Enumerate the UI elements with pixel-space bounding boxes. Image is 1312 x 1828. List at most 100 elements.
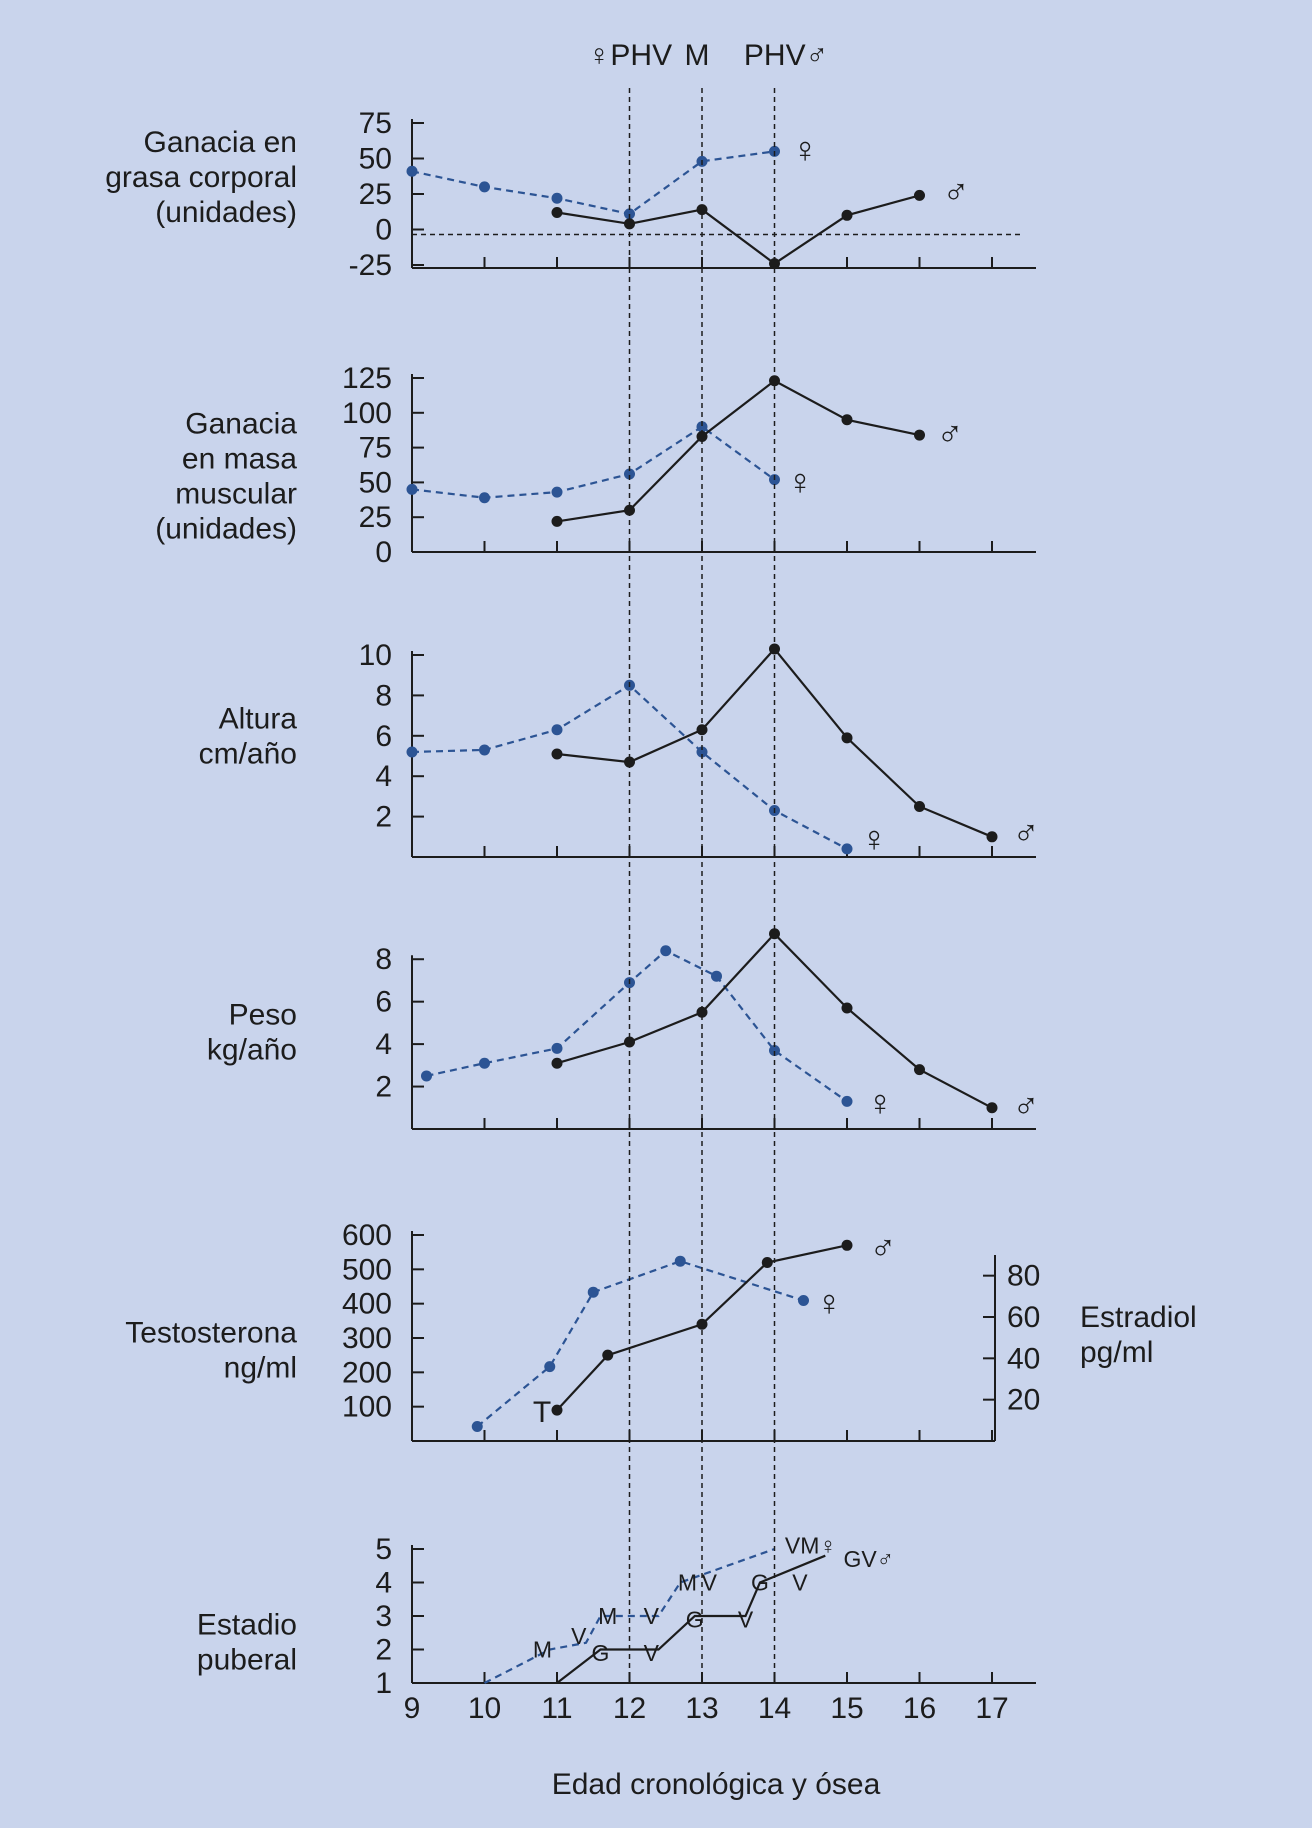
y-tick-label: 4: [375, 1028, 392, 1061]
female-symbol-label: ♀: [816, 1282, 843, 1323]
female-data-point: [674, 1255, 686, 1267]
female-data-point: [551, 1042, 563, 1054]
male-data-point: [551, 748, 563, 760]
male-data-point: [914, 429, 925, 441]
female-symbol-label: ♀: [861, 818, 888, 859]
x-tick-label: 12: [613, 1692, 646, 1725]
y-tick-label: 10: [359, 639, 392, 672]
y-tick-label: 100: [342, 1391, 392, 1424]
female-data-point: [406, 165, 418, 177]
y-axis-label-line: Peso: [229, 999, 297, 1032]
y-axis-label-line: Ganacia: [185, 408, 297, 441]
female-data-point: [624, 208, 635, 220]
male-data-point: [602, 1349, 614, 1361]
female-data-point: [479, 492, 490, 504]
male-series: ♂: [551, 1227, 897, 1416]
male-series: [556, 1554, 826, 1684]
female-data-point: [841, 1095, 853, 1107]
right-y-tick-label: 20: [1007, 1384, 1040, 1417]
x-tick-label: 14: [758, 1692, 791, 1725]
male-series-line: [556, 379, 920, 523]
female-data-point: [624, 468, 635, 480]
stage-label: V: [792, 1570, 808, 1596]
y-tick-label: 100: [342, 397, 392, 430]
y-tick-label: 200: [342, 1356, 392, 1389]
female-series-line: [411, 425, 776, 499]
female-data-point: [406, 746, 418, 758]
male-data-point: [696, 430, 708, 442]
y-tick-label: 4: [375, 760, 392, 793]
y-tick-label: 400: [342, 1288, 392, 1321]
female-symbol-label: ♀: [787, 461, 814, 502]
y-axis-label-line: (unidades): [155, 196, 297, 229]
male-data-point: [986, 831, 998, 843]
y-tick-label: 25: [359, 501, 392, 534]
x-tick-label: 11: [541, 1692, 572, 1725]
y-tick-label: 6: [375, 986, 392, 1019]
male-data-point: [914, 801, 925, 812]
y-axis-label-line: Ganacia en: [144, 126, 297, 159]
male-data-point: [914, 189, 925, 201]
female-data-point: [587, 1286, 599, 1298]
male-data-point: [624, 756, 635, 768]
female-data-point: [696, 421, 708, 433]
male-data-point: [551, 1057, 563, 1069]
male-data-point: [769, 928, 780, 940]
y-axis-label-line: Altura: [219, 703, 298, 736]
y-tick-label: 500: [342, 1253, 392, 1286]
female-data-point: [769, 1044, 780, 1056]
y-tick-label: 2: [375, 1634, 392, 1667]
female-series: ♀: [406, 421, 814, 504]
y-tick-label: 1: [375, 1667, 392, 1700]
y-tick-label: 50: [359, 466, 392, 499]
female-series-line: [483, 1547, 775, 1684]
female-data-point: [544, 1361, 556, 1373]
right-y-tick-label: 40: [1007, 1342, 1040, 1375]
y-tick-label: 75: [359, 432, 392, 465]
female-data-point: [660, 945, 672, 957]
y-tick-label: 2: [375, 1071, 392, 1104]
male-series: ♂: [551, 375, 964, 527]
y-axis-label-line: kg/año: [207, 1034, 297, 1067]
header-label-m: M: [685, 39, 710, 72]
male-symbol-label: ♂: [937, 413, 964, 454]
stage-label: M: [598, 1603, 617, 1629]
y-tick-label: 300: [342, 1322, 392, 1355]
y-axis-label-line: (unidades): [155, 513, 297, 546]
y-tick-label: 8: [375, 943, 392, 976]
male-series-line: [556, 1554, 826, 1684]
male-symbol-label: ♂: [1013, 812, 1040, 853]
stage-label: M: [533, 1637, 552, 1663]
y-tick-label: 0: [375, 214, 392, 247]
male-data-point: [841, 209, 853, 221]
male-series-line: [556, 194, 920, 265]
stage-label: G: [592, 1640, 610, 1666]
stage-label: V: [644, 1603, 660, 1629]
stage-label: V: [571, 1623, 587, 1649]
female-symbol-label: ♀: [792, 129, 819, 170]
right-y-axis-label-line: Estradiol: [1080, 1301, 1197, 1334]
female-data-point: [406, 483, 418, 495]
y-tick-label: 3: [375, 1600, 392, 1633]
y-tick-label: 50: [359, 143, 392, 176]
y-tick-label: 2: [375, 801, 392, 834]
female-series: [483, 1547, 775, 1684]
y-tick-label: 600: [342, 1219, 392, 1252]
x-tick-label: 9: [404, 1692, 421, 1725]
stage-label: GV♂: [844, 1546, 894, 1572]
female-data-point: [421, 1070, 432, 1082]
x-tick-label: 13: [685, 1692, 718, 1725]
stage-label: V: [702, 1570, 718, 1596]
y-tick-label: 4: [375, 1567, 392, 1600]
y-tick-label: 0: [375, 536, 392, 569]
testosterone-marker-label: T: [533, 1396, 551, 1429]
y-tick-label: -25: [349, 249, 392, 282]
y-axis-label-line: Testosterona: [125, 1317, 297, 1350]
male-series: ♂: [551, 928, 1040, 1126]
male-data-point: [551, 1404, 563, 1416]
reference-lines: [628, 88, 776, 1683]
y-axis-label-line: Estadio: [197, 1609, 297, 1642]
